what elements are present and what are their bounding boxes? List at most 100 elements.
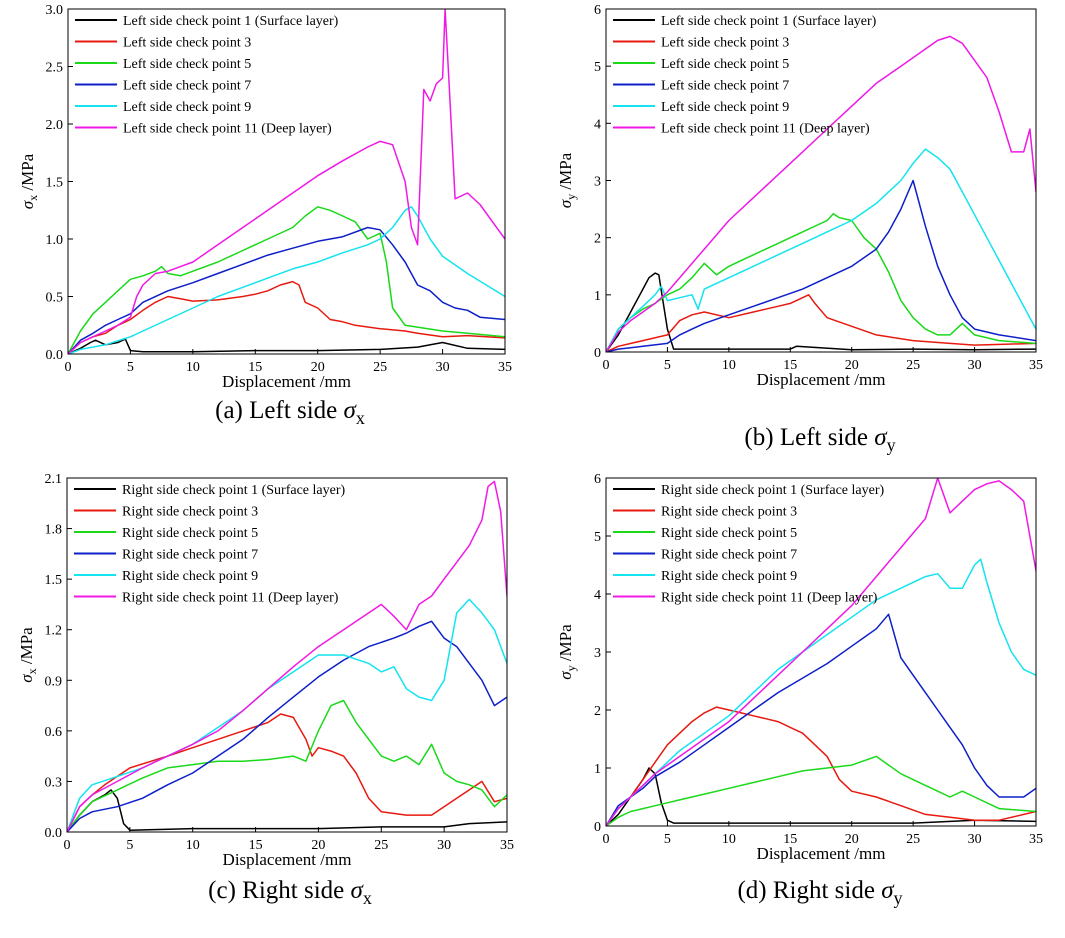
x-tick-label: 10: [722, 832, 736, 847]
x-tick-label: 20: [311, 360, 325, 375]
y-tick-label: 1: [594, 289, 601, 304]
x-tick-label: 5: [126, 838, 133, 853]
x-tick-label: 20: [845, 358, 859, 373]
y-axis-symbol: σ: [18, 200, 37, 209]
caption-symbol: σ: [351, 877, 365, 904]
x-tick-label: 25: [906, 358, 920, 373]
x-tick-label: 35: [500, 838, 514, 853]
y-tick-label: 2.1: [45, 472, 63, 487]
legend-entry-label: Left side check point 5: [123, 57, 251, 72]
legend-entry-label: Left side check point 1 (Surface layer): [123, 14, 339, 29]
y-axis-symbol: σ: [17, 674, 36, 683]
caption-prefix: (a) Left side: [215, 397, 343, 424]
x-tick-label: 0: [64, 838, 71, 853]
y-tick-label: 0: [594, 820, 601, 835]
x-tick-label: 35: [1029, 358, 1043, 373]
series-line-d-6: [606, 478, 1036, 826]
panel-caption: (a) Left side σx: [215, 397, 365, 428]
y-tick-label: 4: [594, 117, 601, 132]
series-line-d-5: [606, 558, 1036, 826]
y-tick-label: 0.9: [45, 674, 63, 689]
caption-symbol: σ: [881, 877, 895, 904]
x-tick-label: 10: [186, 360, 200, 375]
y-axis-label: σy /MPa: [556, 624, 578, 680]
x-tick-label: 5: [664, 358, 671, 373]
y-axis-label: σx /MPa: [17, 627, 39, 683]
legend-entry-label: Right side check point 11 (Deep layer): [122, 591, 339, 606]
series-line-c-2: [67, 713, 507, 832]
plot-frame: [66, 477, 508, 833]
legend-entry-label: Left side check point 7: [661, 79, 789, 94]
x-tick-label: 25: [374, 838, 388, 853]
x-tick-label: 0: [65, 360, 72, 375]
series-line-d-2: [606, 706, 1036, 826]
legend-entry-label: Right side check point 9: [122, 569, 258, 584]
series-line-d-3: [606, 755, 1036, 826]
x-axis-label: Displacement /mm: [757, 370, 886, 389]
caption-prefix: (b) Left side: [744, 424, 874, 451]
chart-panel-a: 0 5 10 15 20 25 30 35 0.0 0.5 1.0 1.5 2.0 2.5 3.0 Displ…: [18, 3, 512, 428]
legend-entry-label: Right side check point 5: [661, 526, 797, 541]
x-tick-label: 30: [968, 358, 982, 373]
y-tick-label: 0.3: [45, 775, 63, 790]
x-tick-label: 25: [906, 832, 920, 847]
y-axis-subscript: y: [564, 665, 578, 671]
y-tick-label: 1.8: [45, 523, 63, 538]
y-tick-label: 1.0: [46, 233, 64, 248]
y-axis-unit: /MPa: [18, 153, 37, 195]
series-line-c-1: [67, 789, 507, 832]
series-line-a-6: [68, 9, 505, 354]
y-tick-label: 6: [594, 472, 601, 487]
caption-subscript: y: [894, 888, 903, 908]
legend-entry-label: Right side check point 1 (Surface layer): [122, 483, 345, 498]
legend-entry-label: Right side check point 3: [661, 505, 797, 520]
y-tick-label: 2: [594, 704, 601, 719]
y-tick-label: 0.5: [46, 291, 64, 306]
y-axis-subscript: y: [564, 194, 578, 200]
legend-entry-label: Left side check point 11 (Deep layer): [661, 122, 870, 137]
legend-entry-label: Left side check point 1 (Surface layer): [661, 14, 877, 29]
y-tick-label: 2: [594, 232, 601, 247]
series-line-a-1: [68, 338, 505, 354]
y-tick-label: 5: [594, 530, 601, 545]
y-tick-label: 4: [594, 588, 601, 603]
x-tick-label: 0: [603, 832, 610, 847]
x-tick-label: 30: [436, 360, 450, 375]
legend-entry-label: Right side check point 7: [122, 548, 258, 563]
x-tick-label: 10: [186, 838, 200, 853]
panel-caption: (c) Right side σx: [208, 877, 372, 908]
caption-prefix: (d) Right side: [737, 877, 881, 904]
caption-prefix: (c) Right side: [208, 877, 350, 904]
series-line-a-4: [68, 226, 505, 354]
series-line-b-2: [606, 294, 1036, 352]
legend-entry-label: Left side check point 3: [661, 36, 789, 51]
x-axis-label: Displacement /mm: [223, 850, 352, 869]
y-tick-label: 0: [594, 346, 601, 361]
x-tick-label: 0: [603, 358, 610, 373]
y-tick-label: 5: [594, 60, 601, 75]
y-axis-subscript: x: [25, 668, 39, 674]
y-axis-symbol: σ: [556, 199, 575, 208]
chart-panel-d: 0 5 10 15 20 25 30 35 0 1 2 3 4 5 6 Displacement /mm σy …: [556, 472, 1043, 908]
legend-entry-label: Right side check point 3: [122, 505, 258, 520]
series-line-d-1: [606, 767, 1036, 826]
series-line-b-5: [606, 148, 1036, 352]
y-tick-label: 1.2: [45, 624, 63, 639]
caption-symbol: σ: [874, 424, 888, 451]
series-line-a-2: [68, 280, 505, 354]
y-axis-unit: /MPa: [17, 627, 36, 669]
x-tick-label: 35: [1029, 832, 1043, 847]
y-axis-subscript: x: [26, 195, 40, 201]
legend-entry-label: Left side check point 3: [123, 36, 251, 51]
series-line-b-1: [606, 272, 1036, 352]
y-axis-label: σy /MPa: [556, 152, 578, 208]
legend-entry-label: Right side check point 9: [661, 569, 797, 584]
legend-entry-label: Right side check point 11 (Deep layer): [661, 591, 878, 606]
x-tick-label: 5: [664, 832, 671, 847]
x-tick-label: 30: [968, 832, 982, 847]
panel-caption: (d) Right side σy: [737, 877, 902, 908]
chart-panel-b: 0 5 10 15 20 25 30 35 0 1 2 3 4 5 6 Displacement /mm σy …: [556, 3, 1043, 455]
x-tick-label: 20: [845, 832, 859, 847]
series-line-c-6: [67, 480, 507, 832]
